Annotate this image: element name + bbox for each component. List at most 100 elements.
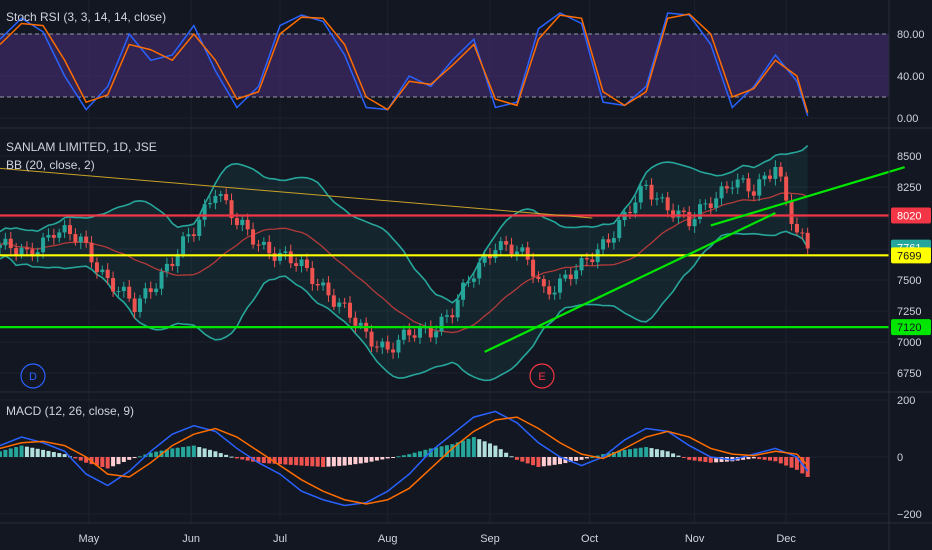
candle-body: [735, 179, 740, 188]
candle-body: [687, 212, 692, 227]
candle-body: [19, 247, 24, 255]
month-label: Jun: [182, 533, 200, 545]
month-label: Oct: [581, 533, 598, 545]
macd-histogram-bar: [687, 457, 692, 460]
macd-histogram-bar: [590, 457, 595, 458]
candle-body: [315, 284, 320, 286]
stoch-d-line: [0, 13, 809, 113]
stoch-tick-label: 40.00: [897, 71, 925, 83]
macd-histogram-bar: [337, 457, 342, 466]
macd-histogram-bar: [267, 457, 272, 464]
candle-body: [407, 329, 412, 336]
macd-histogram-bar: [444, 445, 449, 457]
macd-histogram-bar: [132, 457, 137, 459]
candle-body: [574, 270, 579, 280]
stoch-title: Stoch RSI (3, 3, 14, 14, close): [6, 10, 166, 24]
candle-body: [665, 197, 670, 211]
macd-histogram-bar: [208, 449, 212, 457]
macd-histogram-bar: [391, 457, 396, 458]
candle-body: [751, 191, 756, 196]
macd-histogram-bar: [692, 457, 697, 461]
event-marker-e-circle: [529, 363, 555, 389]
macd-histogram-bar: [358, 457, 363, 464]
candle-body: [794, 224, 799, 233]
macd-histogram-bar: [676, 455, 681, 457]
candle-body: [369, 331, 374, 347]
candle-body: [138, 298, 142, 313]
time-scale[interactable]: May Jun Jul Aug Sep Oct Nov Dec: [78, 533, 796, 545]
candle-body: [439, 316, 444, 332]
candle-body: [164, 263, 169, 272]
macd-histogram-bar: [294, 457, 299, 466]
macd-histogram-bar: [552, 457, 557, 465]
macd-histogram-bar: [24, 446, 29, 457]
candle-body: [121, 286, 126, 292]
macd-histogram-bar: [773, 457, 778, 462]
macd-histogram-bar: [617, 450, 622, 457]
candle-body: [14, 248, 19, 255]
macd-histogram-bar: [768, 457, 772, 461]
macd-histogram-bar: [30, 447, 35, 457]
macd-histogram-bar: [245, 457, 250, 461]
macd-histogram-bar: [342, 457, 347, 466]
candle-body: [78, 236, 83, 243]
candle-body: [628, 212, 632, 214]
candle-body: [224, 194, 229, 201]
candle-body: [342, 302, 347, 304]
candle-body: [41, 237, 46, 253]
macd-histogram-bar: [374, 457, 379, 461]
stoch-rsi-panel[interactable]: Stoch RSI (3, 3, 14, 14, close): [0, 10, 889, 117]
price-label-box: [891, 207, 931, 224]
price-title: SANLAM LIMITED, 1D, JSE: [6, 140, 157, 154]
macd-histogram-bar: [466, 438, 471, 457]
candle-body: [170, 263, 175, 267]
candle-body: [283, 251, 288, 253]
candle-body: [746, 178, 751, 192]
candle-body: [698, 204, 702, 220]
price-panel[interactable]: SANLAM LIMITED, 1D, JSE BB (20, close, 2…: [0, 140, 905, 389]
event-marker-e[interactable]: E: [529, 363, 555, 389]
candle-body: [547, 286, 552, 295]
candle-body: [434, 331, 439, 338]
macd-histogram-bar: [348, 457, 352, 465]
macd-histogram-bar: [595, 455, 600, 457]
candle-body: [482, 254, 487, 263]
candle-body: [450, 315, 455, 318]
candle-body: [660, 197, 665, 199]
candle-body: [714, 198, 719, 208]
macd-tick-label: −200: [897, 509, 922, 521]
macd-histogram-bar: [369, 457, 374, 462]
macd-panel[interactable]: MACD (12, 26, close, 9): [0, 404, 810, 507]
month-label: Nov: [685, 533, 705, 545]
candle-body: [568, 274, 573, 280]
candle-body: [719, 186, 724, 199]
stoch-lines: [0, 12, 809, 117]
price-label-box: [891, 319, 931, 336]
candle-body: [326, 282, 331, 296]
price-tick-label: 7000: [897, 337, 921, 349]
candle-body: [401, 329, 406, 340]
trendline: [0, 167, 593, 219]
macd-histogram-bar: [315, 457, 320, 467]
macd-histogram-bar: [805, 457, 810, 477]
macd-histogram-bar: [41, 449, 46, 457]
candle-body: [611, 238, 616, 243]
macd-histogram-bar: [541, 457, 546, 467]
candle-body: [331, 295, 336, 307]
price-scale[interactable]: 80.0040.000.0085008250800077507500725070…: [897, 29, 925, 521]
candle-body: [800, 232, 805, 234]
stoch-tick-label: 0.00: [897, 113, 918, 125]
trendlines[interactable]: [0, 166, 905, 353]
candle-body: [418, 327, 422, 338]
macd-histogram-bar: [234, 457, 239, 459]
macd-title: MACD (12, 26, close, 9): [6, 404, 134, 418]
candle-body: [181, 236, 186, 255]
macd-histogram-bar: [380, 457, 385, 460]
macd-histogram-bar: [584, 457, 589, 459]
macd-histogram-bar: [78, 457, 83, 461]
macd-histogram-bar: [46, 450, 51, 457]
candle-body: [461, 282, 466, 300]
macd-histogram-bar: [477, 439, 482, 457]
event-marker-d[interactable]: D: [20, 363, 46, 389]
